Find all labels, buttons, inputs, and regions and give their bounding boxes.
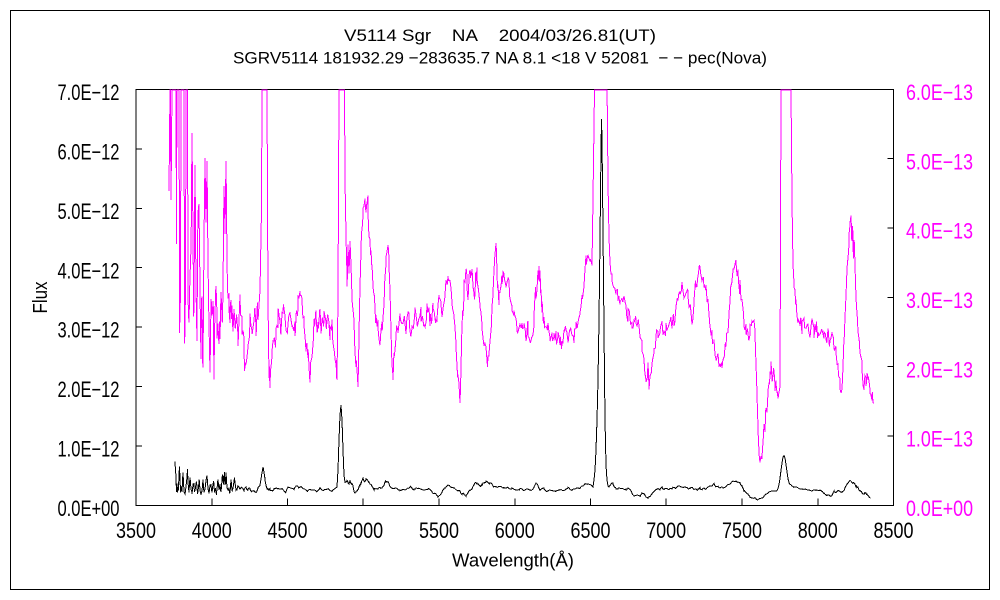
svg-text:8500: 8500: [874, 518, 914, 543]
svg-text:0.0E+00: 0.0E+00: [906, 496, 973, 521]
svg-text:7500: 7500: [722, 518, 762, 543]
svg-text:0.0E+00: 0.0E+00: [58, 496, 120, 521]
svg-text:5500: 5500: [419, 518, 459, 543]
svg-text:4.0E−12: 4.0E−12: [58, 258, 120, 283]
svg-text:2.0E−13: 2.0E−13: [906, 357, 973, 382]
svg-text:6.0E−12: 6.0E−12: [58, 139, 120, 164]
svg-text:V5114 Sgr NA 2004/03/26.: V5114 Sgr NA 2004/03/26.81(UT): [344, 26, 656, 45]
svg-text:3.0E−13: 3.0E−13: [906, 288, 973, 313]
svg-text:1.0E−12: 1.0E−12: [58, 437, 120, 462]
svg-text:6000: 6000: [495, 518, 535, 543]
svg-text:7000: 7000: [646, 518, 686, 543]
svg-text:4500: 4500: [268, 518, 308, 543]
svg-text:6500: 6500: [571, 518, 611, 543]
svg-text:8000: 8000: [798, 518, 838, 543]
svg-text:3.0E−12: 3.0E−12: [58, 318, 120, 343]
svg-text:5.0E−12: 5.0E−12: [58, 199, 120, 224]
svg-text:4.0E−13: 4.0E−13: [906, 219, 973, 244]
svg-text:3500: 3500: [116, 518, 156, 543]
svg-text:5000: 5000: [343, 518, 383, 543]
svg-text:5.0E−13: 5.0E−13: [906, 149, 973, 174]
svg-text:6.0E−13: 6.0E−13: [906, 80, 973, 105]
svg-text:Wavelength(Å): Wavelength(Å): [452, 551, 574, 571]
svg-text:2.0E−12: 2.0E−12: [58, 377, 120, 402]
svg-text:1.0E−13: 1.0E−13: [906, 427, 973, 452]
svg-text:Flux: Flux: [30, 282, 52, 314]
svg-text:4000: 4000: [192, 518, 232, 543]
svg-text:SGRV5114 181932.29 −283635.7 N: SGRV5114 181932.29 −283635.7 NA 8.1 <18 …: [233, 49, 767, 68]
svg-text:7.0E−12: 7.0E−12: [58, 80, 120, 105]
